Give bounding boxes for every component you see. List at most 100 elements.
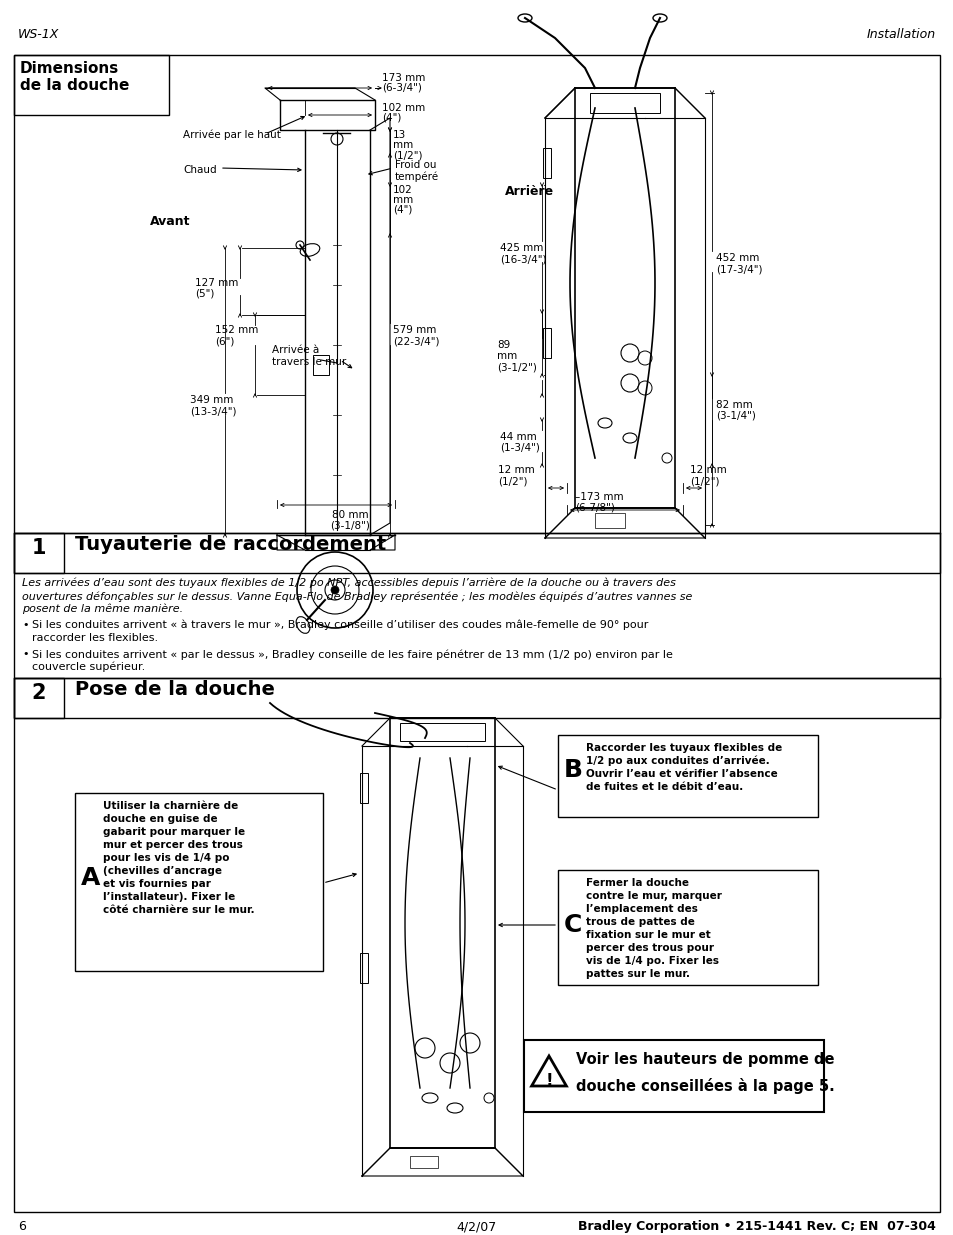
Text: contre le mur, marquer: contre le mur, marquer xyxy=(585,890,721,902)
Text: 82 mm: 82 mm xyxy=(716,400,752,410)
Text: –173 mm: –173 mm xyxy=(575,492,623,501)
Text: (3-1/4"): (3-1/4") xyxy=(716,411,755,421)
Text: (6-3/4"): (6-3/4") xyxy=(381,83,421,93)
Text: travers le mur: travers le mur xyxy=(272,357,346,367)
Bar xyxy=(558,869,817,986)
Text: mm: mm xyxy=(393,140,413,149)
Text: Voir les hauteurs de pomme de: Voir les hauteurs de pomme de xyxy=(576,1052,834,1067)
Text: Si les conduites arrivent « par le dessus », Bradley conseille de les faire péné: Si les conduites arrivent « par le dessu… xyxy=(32,650,672,659)
Text: (13-3/4"): (13-3/4") xyxy=(190,406,236,416)
Text: douche conseillées à la page 5.: douche conseillées à la page 5. xyxy=(576,1078,834,1094)
Text: (22-3/4"): (22-3/4") xyxy=(393,337,439,347)
Text: 89: 89 xyxy=(497,340,510,350)
Text: •: • xyxy=(22,620,29,630)
Text: Tuyauterie de raccordement: Tuyauterie de raccordement xyxy=(75,535,386,555)
Text: ouvertures défonçables sur le dessus. Vanne Equa-Flo de Bradley représentée ; le: ouvertures défonçables sur le dessus. Va… xyxy=(22,592,692,601)
Text: 102: 102 xyxy=(393,185,413,195)
Text: (1/2"): (1/2") xyxy=(393,149,422,161)
Text: Fermer la douche: Fermer la douche xyxy=(585,878,688,888)
Text: 1: 1 xyxy=(31,538,46,558)
Text: couvercle supérieur.: couvercle supérieur. xyxy=(32,662,145,673)
Bar xyxy=(313,354,329,375)
Text: mur et percer des trous: mur et percer des trous xyxy=(103,840,243,850)
Bar xyxy=(390,718,495,1149)
Text: Utiliser la charnière de: Utiliser la charnière de xyxy=(103,802,238,811)
Text: percer des trous pour: percer des trous pour xyxy=(585,944,713,953)
Text: raccorder les flexibles.: raccorder les flexibles. xyxy=(32,634,158,643)
Bar xyxy=(410,1156,437,1168)
Text: pour les vis de 1/4 po: pour les vis de 1/4 po xyxy=(103,853,230,863)
Text: Dimensions: Dimensions xyxy=(20,61,119,77)
Text: (17-3/4"): (17-3/4") xyxy=(716,264,761,274)
Text: (1/2"): (1/2") xyxy=(497,475,527,487)
Text: 6: 6 xyxy=(18,1220,26,1233)
Text: de fuites et le débit d’eau.: de fuites et le débit d’eau. xyxy=(585,782,742,792)
Text: Si les conduites arrivent « à travers le mur », Bradley conseille d’utiliser des: Si les conduites arrivent « à travers le… xyxy=(32,620,648,631)
Text: Installation: Installation xyxy=(866,28,935,41)
Text: (5"): (5") xyxy=(194,289,214,299)
Text: fixation sur le mur et: fixation sur le mur et xyxy=(585,930,710,940)
Text: 173 mm: 173 mm xyxy=(381,73,425,83)
Text: (6-7/8"): (6-7/8") xyxy=(575,503,615,513)
Text: (4"): (4") xyxy=(381,112,401,124)
Bar xyxy=(542,329,551,358)
Text: (3-1/8"): (3-1/8") xyxy=(330,520,370,530)
Text: C: C xyxy=(563,913,581,937)
Text: 127 mm: 127 mm xyxy=(194,278,238,288)
Text: A: A xyxy=(81,866,100,890)
Text: 12 mm: 12 mm xyxy=(689,466,726,475)
Text: 1/2 po aux conduites d’arrivée.: 1/2 po aux conduites d’arrivée. xyxy=(585,756,769,767)
Text: Ouvrir l’eau et vérifier l’absence: Ouvrir l’eau et vérifier l’absence xyxy=(585,769,777,779)
Text: (chevilles d’ancrage: (chevilles d’ancrage xyxy=(103,866,222,876)
Text: l’installateur). Fixer le: l’installateur). Fixer le xyxy=(103,892,235,902)
Text: 452 mm: 452 mm xyxy=(716,253,759,263)
Bar xyxy=(75,793,323,971)
Circle shape xyxy=(331,585,338,594)
Text: et vis fournies par: et vis fournies par xyxy=(103,879,211,889)
Text: (4"): (4") xyxy=(393,205,412,215)
Text: 80 mm: 80 mm xyxy=(332,510,368,520)
Bar xyxy=(595,513,624,529)
Bar xyxy=(14,678,64,718)
Text: Bradley Corporation • 215-1441 Rev. C; EN  07-304: Bradley Corporation • 215-1441 Rev. C; E… xyxy=(578,1220,935,1233)
Text: 425 mm: 425 mm xyxy=(499,243,543,253)
Text: 349 mm: 349 mm xyxy=(190,395,233,405)
Text: 579 mm: 579 mm xyxy=(393,325,436,335)
Text: trous de pattes de: trous de pattes de xyxy=(585,918,694,927)
Text: 152 mm: 152 mm xyxy=(214,325,258,335)
Text: Les arrivées d’eau sont des tuyaux flexibles de 1/2 po NPT, accessibles depuis l: Les arrivées d’eau sont des tuyaux flexi… xyxy=(22,578,675,589)
Text: WS-1X: WS-1X xyxy=(18,28,59,41)
Text: (1-3/4"): (1-3/4") xyxy=(499,443,539,453)
Bar xyxy=(14,678,939,718)
Bar xyxy=(359,953,368,983)
Text: 12 mm: 12 mm xyxy=(497,466,535,475)
Bar xyxy=(575,88,675,508)
Text: B: B xyxy=(563,758,582,782)
Text: (3-1/2"): (3-1/2") xyxy=(497,362,537,372)
Text: l’emplacement des: l’emplacement des xyxy=(585,904,698,914)
Bar xyxy=(399,722,484,741)
Text: (6"): (6") xyxy=(214,336,234,346)
Text: 13: 13 xyxy=(393,130,406,140)
Text: •: • xyxy=(22,650,29,659)
Text: Chaud: Chaud xyxy=(183,165,216,175)
Text: (16-3/4"): (16-3/4") xyxy=(499,254,546,264)
Text: Arrière: Arrière xyxy=(504,185,554,198)
Text: Avant: Avant xyxy=(150,215,191,228)
Bar xyxy=(359,773,368,803)
Bar xyxy=(523,1040,823,1112)
Text: mm: mm xyxy=(497,351,517,361)
Text: côté charnière sur le mur.: côté charnière sur le mur. xyxy=(103,905,254,915)
Text: posent de la même manière.: posent de la même manière. xyxy=(22,604,183,615)
Text: 102 mm: 102 mm xyxy=(381,103,425,112)
Bar xyxy=(542,148,551,178)
Bar xyxy=(558,735,817,818)
Text: Raccorder les tuyaux flexibles de: Raccorder les tuyaux flexibles de xyxy=(585,743,781,753)
Text: 44 mm: 44 mm xyxy=(499,432,537,442)
Bar xyxy=(589,93,659,112)
Bar xyxy=(14,534,939,573)
Text: pattes sur le mur.: pattes sur le mur. xyxy=(585,969,689,979)
Text: Arrivée par le haut: Arrivée par le haut xyxy=(183,130,280,141)
Bar xyxy=(14,56,169,115)
Text: 4/2/07: 4/2/07 xyxy=(456,1220,497,1233)
